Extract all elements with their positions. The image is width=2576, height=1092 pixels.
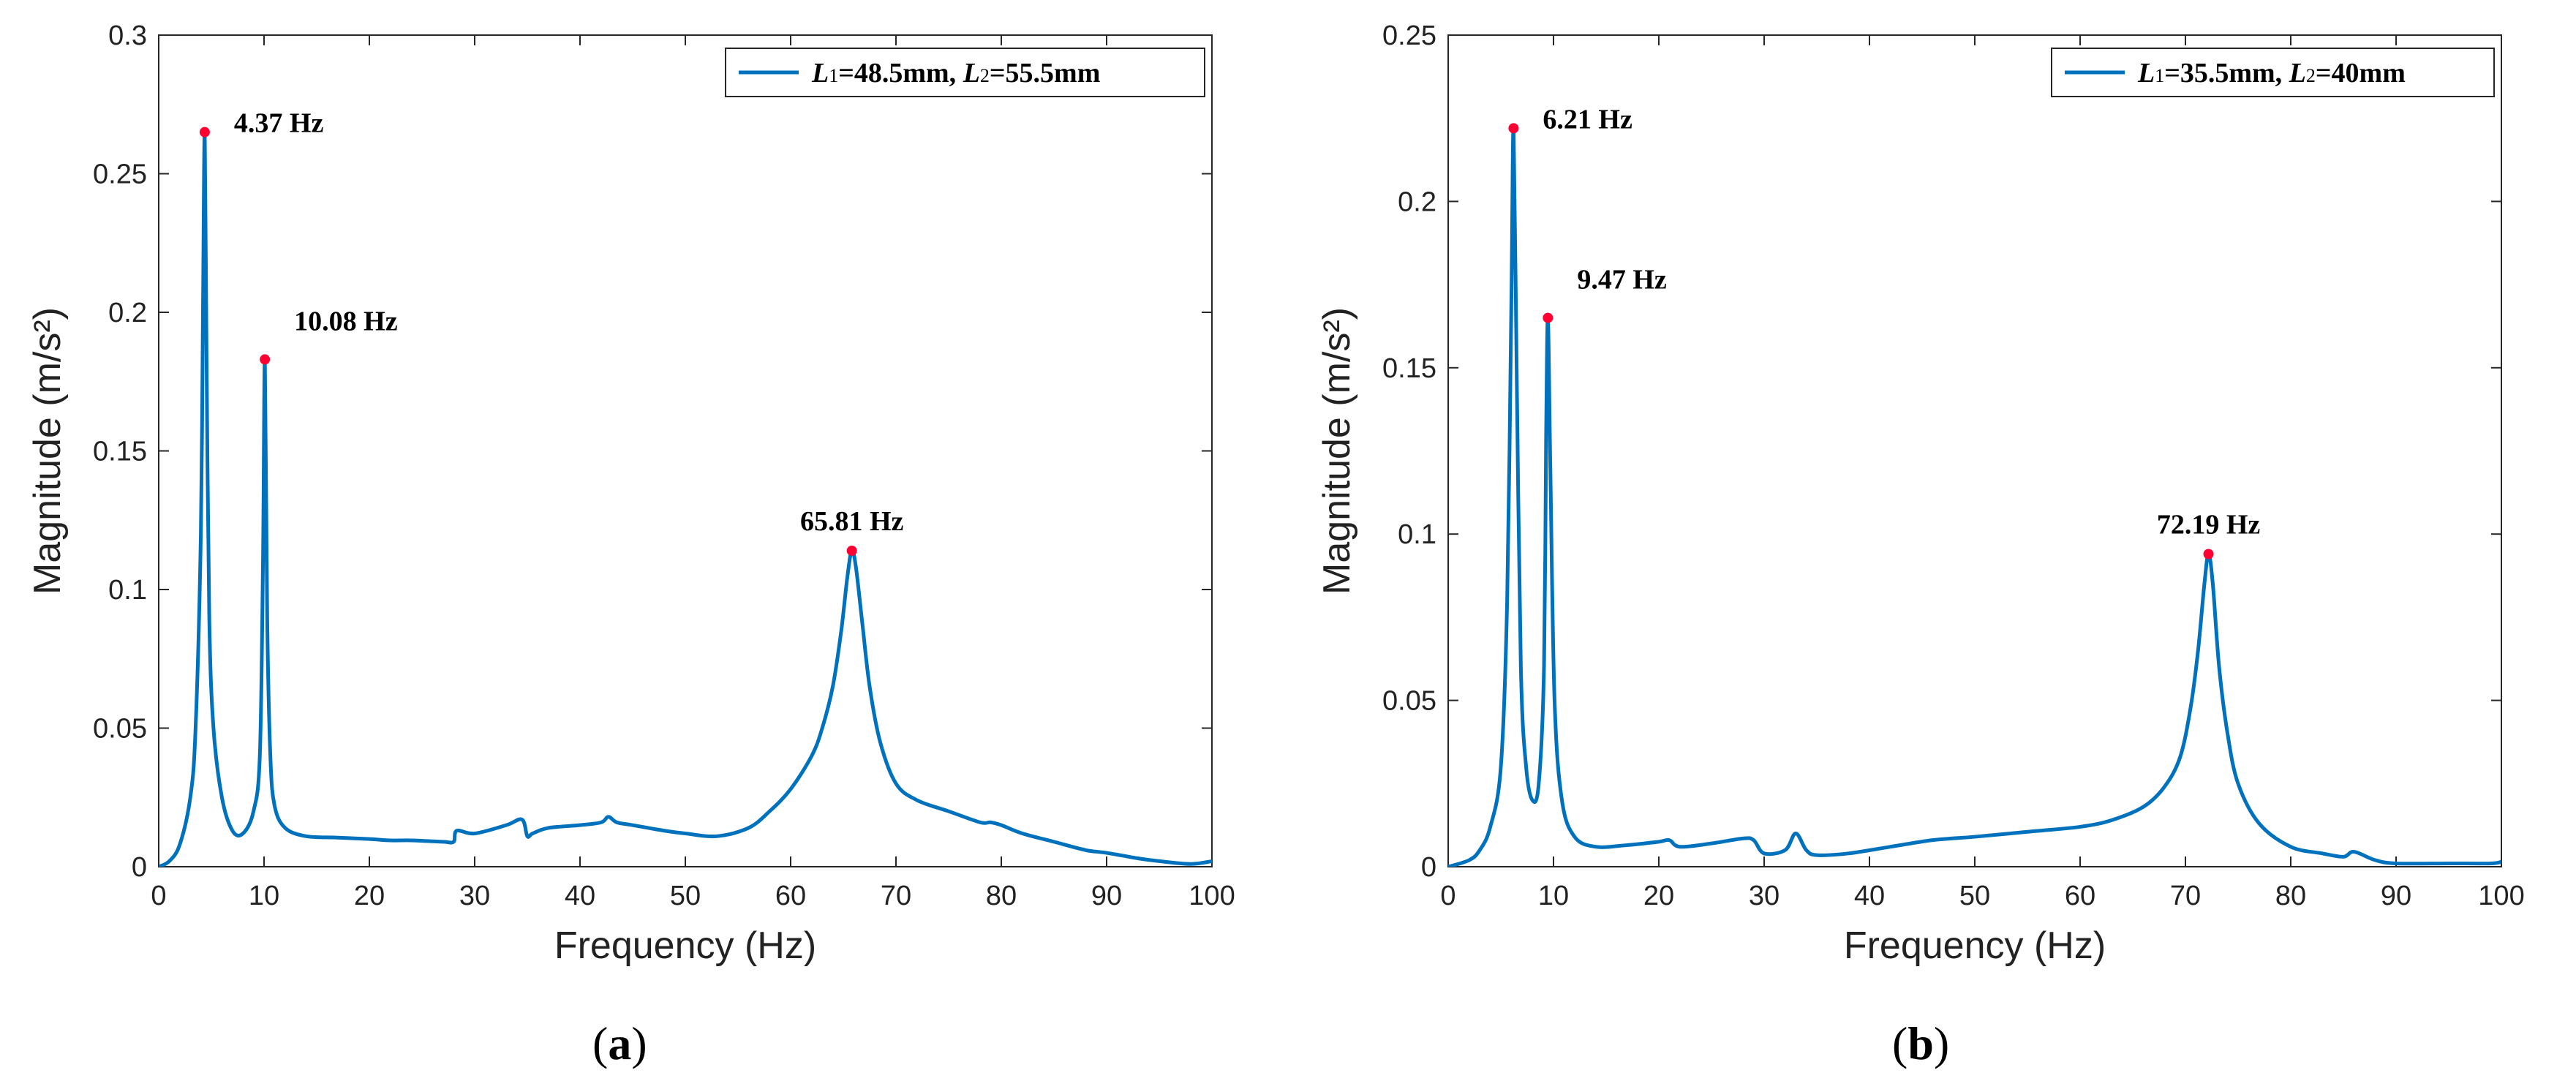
x-tick-label: 40 [565, 881, 595, 911]
y-tick-label: 0.25 [1382, 20, 1436, 51]
y-tick-label: 0.2 [108, 298, 147, 328]
x-axis-label: Frequency (Hz) [554, 925, 816, 967]
x-tick-label: 100 [2478, 881, 2524, 911]
x-tick-label: 0 [1440, 881, 1455, 911]
x-tick-label: 10 [1538, 881, 1569, 911]
panel-label-b: (b) [1892, 1017, 1950, 1069]
legend-box [2051, 48, 2495, 97]
x-tick-label: 20 [354, 881, 385, 911]
peak-label: 9.47 Hz [1577, 265, 1667, 295]
y-tick-label: 0.25 [93, 159, 147, 190]
x-tick-label: 80 [986, 881, 1017, 911]
x-tick-label: 70 [2170, 881, 2201, 911]
peak-label: 4.37 Hz [234, 108, 324, 139]
peak-marker [2203, 549, 2214, 560]
peak-marker [199, 127, 210, 138]
x-tick-label: 60 [2065, 881, 2095, 911]
x-tick-label: 40 [1854, 881, 1885, 911]
panel-label-a: (a) [592, 1017, 647, 1069]
series-line [159, 129, 1212, 867]
y-tick-label: 0.15 [93, 437, 147, 467]
legend-label-part: L [811, 58, 829, 89]
x-tick-label: 0 [151, 881, 166, 911]
chart-b: 0 10 20 30 40 50 60 70 80 90 100 0 0.05 0.1 0.15 0.2 0.2… [1316, 20, 2525, 967]
y-tick-label: 0.1 [108, 575, 147, 606]
plot-area [158, 34, 1213, 867]
chart-panel-a: 0 10 20 30 40 50 60 70 80 90 100 0 0.05 0.1 0.15 0.2 0.2… [26, 20, 1235, 1069]
peak-label: 10.08 Hz [294, 306, 398, 336]
peak-marker [260, 354, 271, 365]
legend-label-part: L [2137, 58, 2155, 89]
x-tick-label: 90 [2381, 881, 2411, 911]
legend-label-part: 1 [2155, 65, 2164, 86]
peak-marker [1543, 312, 1553, 323]
legend-label-part: =35.5mm, [2164, 58, 2289, 89]
legend: L1=48.5mm, L2=55.5mm [725, 48, 1205, 97]
x-tick-label: 60 [775, 881, 806, 911]
x-tick-label: 20 [1643, 881, 1674, 911]
chart-panel-b: 0 10 20 30 40 50 60 70 80 90 100 0 0.05 0.1 0.15 0.2 0.2… [1288, 0, 2576, 1092]
y-tick-label: 0.05 [1382, 686, 1436, 717]
x-tick-label: 80 [2275, 881, 2306, 911]
chart-a: 0 10 20 30 40 50 60 70 80 90 100 0 0.05 0.1 0.15 0.2 0.2… [26, 20, 1235, 967]
x-tick-label: 30 [1749, 881, 1780, 911]
y-tick-label: 0.15 [1382, 353, 1436, 384]
legend-label: L1=48.5mm, L2=55.5mm [811, 58, 1100, 89]
peak-label: 6.21 Hz [1543, 104, 1632, 135]
x-tick-label: 70 [881, 881, 911, 911]
y-tick-label: 0 [132, 852, 147, 883]
legend-label-part: L [963, 58, 980, 89]
x-tick-label: 90 [1091, 881, 1122, 911]
y-axis-label: Magnitude (m/s²) [26, 307, 69, 595]
legend-label: L1=35.5mm, L2=40mm [2137, 58, 2406, 89]
y-tick-label: 0.1 [1398, 519, 1436, 550]
x-tick-label: 100 [1189, 881, 1235, 911]
y-tick-label: 0.05 [93, 714, 147, 745]
x-tick-label: 30 [459, 881, 490, 911]
peak-label: 65.81 Hz [800, 506, 904, 537]
series-line [1448, 125, 2501, 867]
x-tick-label: 50 [670, 881, 701, 911]
legend-label-part: =40mm [2316, 58, 2406, 89]
plot-area [1447, 34, 2502, 867]
y-axis-label: Magnitude (m/s²) [1316, 307, 1358, 595]
y-tick-label: 0 [1421, 852, 1436, 883]
x-axis-label: Frequency (Hz) [1844, 925, 2106, 967]
x-tick-label: 10 [249, 881, 279, 911]
legend-label-part: =48.5mm, [838, 58, 963, 89]
y-tick-label: 0.2 [1398, 187, 1436, 217]
legend-label-part: L [2289, 58, 2306, 89]
peak-marker [1508, 123, 1519, 134]
legend: L1=35.5mm, L2=40mm [2051, 48, 2495, 97]
legend-label-part: 1 [829, 65, 838, 86]
legend-label-part: =55.5mm [990, 58, 1100, 89]
peak-label: 72.19 Hz [2157, 509, 2261, 540]
y-tick-label: 0.3 [108, 20, 147, 51]
legend-label-part: 2 [980, 65, 990, 86]
peak-marker [846, 545, 857, 556]
x-tick-label: 50 [1959, 881, 1990, 911]
legend-label-part: 2 [2306, 65, 2316, 86]
legend-box [725, 48, 1205, 97]
